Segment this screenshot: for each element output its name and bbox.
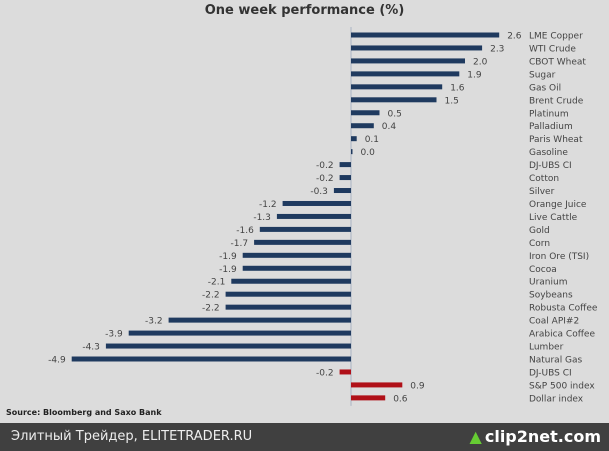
data-label: -1.2 bbox=[259, 200, 277, 210]
data-label: 2.6 bbox=[507, 32, 522, 42]
data-label: 0.4 bbox=[382, 122, 397, 132]
data-label: -2.2 bbox=[202, 291, 220, 301]
category-label: Lumber bbox=[529, 343, 564, 353]
category-label: Live Cattle bbox=[529, 213, 578, 223]
category-label: Gasoline bbox=[529, 148, 568, 158]
category-label: Corn bbox=[529, 239, 550, 249]
source-note: Source: Bloomberg and Saxo Bank bbox=[6, 408, 162, 417]
category-label: DJ-UBS CI bbox=[529, 368, 572, 378]
data-label: -1.6 bbox=[236, 226, 254, 236]
category-label: Soybeans bbox=[529, 291, 573, 301]
chart-title: One week performance (%) bbox=[204, 3, 405, 18]
category-label: Iron Ore (TSI) bbox=[529, 252, 589, 262]
data-label: -2.2 bbox=[202, 304, 220, 314]
bar bbox=[351, 71, 460, 77]
data-label: -0.2 bbox=[316, 368, 334, 378]
data-label: 2.3 bbox=[490, 44, 504, 54]
bar bbox=[351, 97, 437, 103]
category-label: Gold bbox=[529, 226, 550, 236]
category-label: Uranium bbox=[529, 278, 567, 288]
category-label: Arabica Coffee bbox=[529, 330, 595, 340]
category-label: Robusta Coffee bbox=[529, 304, 598, 314]
data-label: 2.0 bbox=[473, 57, 488, 67]
data-label: -0.3 bbox=[310, 187, 328, 197]
category-label: Dollar index bbox=[529, 394, 584, 404]
bar bbox=[242, 265, 351, 271]
data-label: 0.0 bbox=[361, 148, 376, 158]
clip2net-logo[interactable]: ▲ clip2net.com bbox=[470, 427, 601, 446]
category-label: Natural Gas bbox=[529, 356, 583, 366]
bar bbox=[351, 149, 353, 155]
category-label: Gas Oil bbox=[529, 83, 561, 93]
data-label: -0.2 bbox=[316, 174, 334, 184]
bar bbox=[259, 226, 351, 232]
bar bbox=[339, 369, 351, 375]
category-label: Platinum bbox=[529, 109, 569, 119]
bar bbox=[276, 213, 351, 219]
bar bbox=[351, 395, 386, 401]
category-label: Palladium bbox=[529, 122, 573, 132]
bar bbox=[351, 84, 443, 90]
category-label: Cotton bbox=[529, 174, 559, 184]
data-label: 0.1 bbox=[365, 135, 379, 145]
data-label: -0.2 bbox=[316, 161, 334, 171]
data-label: -1.9 bbox=[219, 252, 237, 262]
bar bbox=[351, 45, 483, 51]
data-label: -1.7 bbox=[231, 239, 249, 249]
bar bbox=[231, 278, 351, 284]
data-label: -4.3 bbox=[82, 343, 100, 353]
arrow-up-icon: ▲ bbox=[469, 427, 482, 446]
bar bbox=[351, 58, 465, 64]
bar bbox=[351, 123, 374, 129]
bar bbox=[168, 317, 351, 323]
footer-text: Элитный Трейдер, ELITETRADER.RU bbox=[11, 429, 253, 444]
data-label: 1.5 bbox=[445, 96, 459, 106]
bar bbox=[105, 343, 352, 349]
logo-text: clip2net.com bbox=[484, 427, 601, 446]
category-label: Paris Wheat bbox=[529, 135, 583, 145]
category-label: S&P 500 index bbox=[529, 381, 595, 391]
category-label: Sugar bbox=[529, 70, 556, 80]
data-label: -1.3 bbox=[253, 213, 271, 223]
bar bbox=[333, 188, 351, 194]
bar bbox=[128, 330, 351, 336]
bar bbox=[254, 239, 351, 245]
bar bbox=[351, 110, 380, 116]
data-label: -3.2 bbox=[145, 317, 163, 327]
bar bbox=[242, 252, 351, 258]
data-label: -2.1 bbox=[208, 278, 226, 288]
category-label: Brent Crude bbox=[529, 96, 584, 106]
data-label: 0.5 bbox=[388, 109, 402, 119]
data-label: -4.9 bbox=[48, 356, 66, 366]
bar bbox=[339, 175, 351, 181]
bar bbox=[282, 200, 351, 206]
category-label: DJ-UBS CI bbox=[529, 161, 572, 171]
data-label: 1.6 bbox=[450, 83, 465, 93]
footer-bar: Элитный Трейдер, ELITETRADER.RU ▲ clip2ne… bbox=[0, 423, 609, 451]
bar bbox=[351, 382, 403, 388]
category-label: CBOT Wheat bbox=[529, 57, 586, 67]
bar bbox=[225, 304, 351, 310]
bar-chart: 2.6 LME Copper 2.3 WTI Crude 2.0 CBOT Wheat 1.… bbox=[48, 27, 598, 406]
bar bbox=[339, 162, 351, 168]
data-label: 0.6 bbox=[393, 394, 408, 404]
category-label: Silver bbox=[529, 187, 555, 197]
bar bbox=[225, 291, 351, 297]
data-label: 1.9 bbox=[467, 70, 482, 80]
category-label: LME Copper bbox=[529, 32, 583, 42]
bar bbox=[351, 136, 357, 142]
category-label: WTI Crude bbox=[529, 44, 576, 54]
data-label: 0.9 bbox=[410, 381, 425, 391]
category-label: Coal API#2 bbox=[529, 317, 579, 327]
data-label: -3.9 bbox=[105, 330, 123, 340]
bar bbox=[351, 32, 500, 38]
category-label: Orange Juice bbox=[529, 200, 587, 210]
category-label: Cocoa bbox=[529, 265, 557, 275]
bar bbox=[71, 356, 351, 362]
data-label: -1.9 bbox=[219, 265, 237, 275]
